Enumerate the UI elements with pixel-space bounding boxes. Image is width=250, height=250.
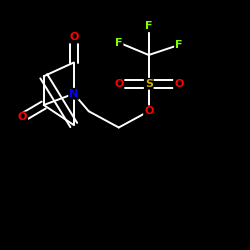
Text: F: F (175, 40, 182, 50)
Text: O: O (69, 32, 78, 42)
Text: F: F (115, 38, 122, 48)
Text: F: F (145, 21, 152, 31)
Text: N: N (69, 89, 78, 99)
Text: S: S (145, 79, 153, 89)
Text: O: O (144, 106, 154, 116)
Text: O: O (174, 79, 184, 89)
Text: O: O (114, 79, 124, 89)
Text: O: O (18, 112, 27, 122)
